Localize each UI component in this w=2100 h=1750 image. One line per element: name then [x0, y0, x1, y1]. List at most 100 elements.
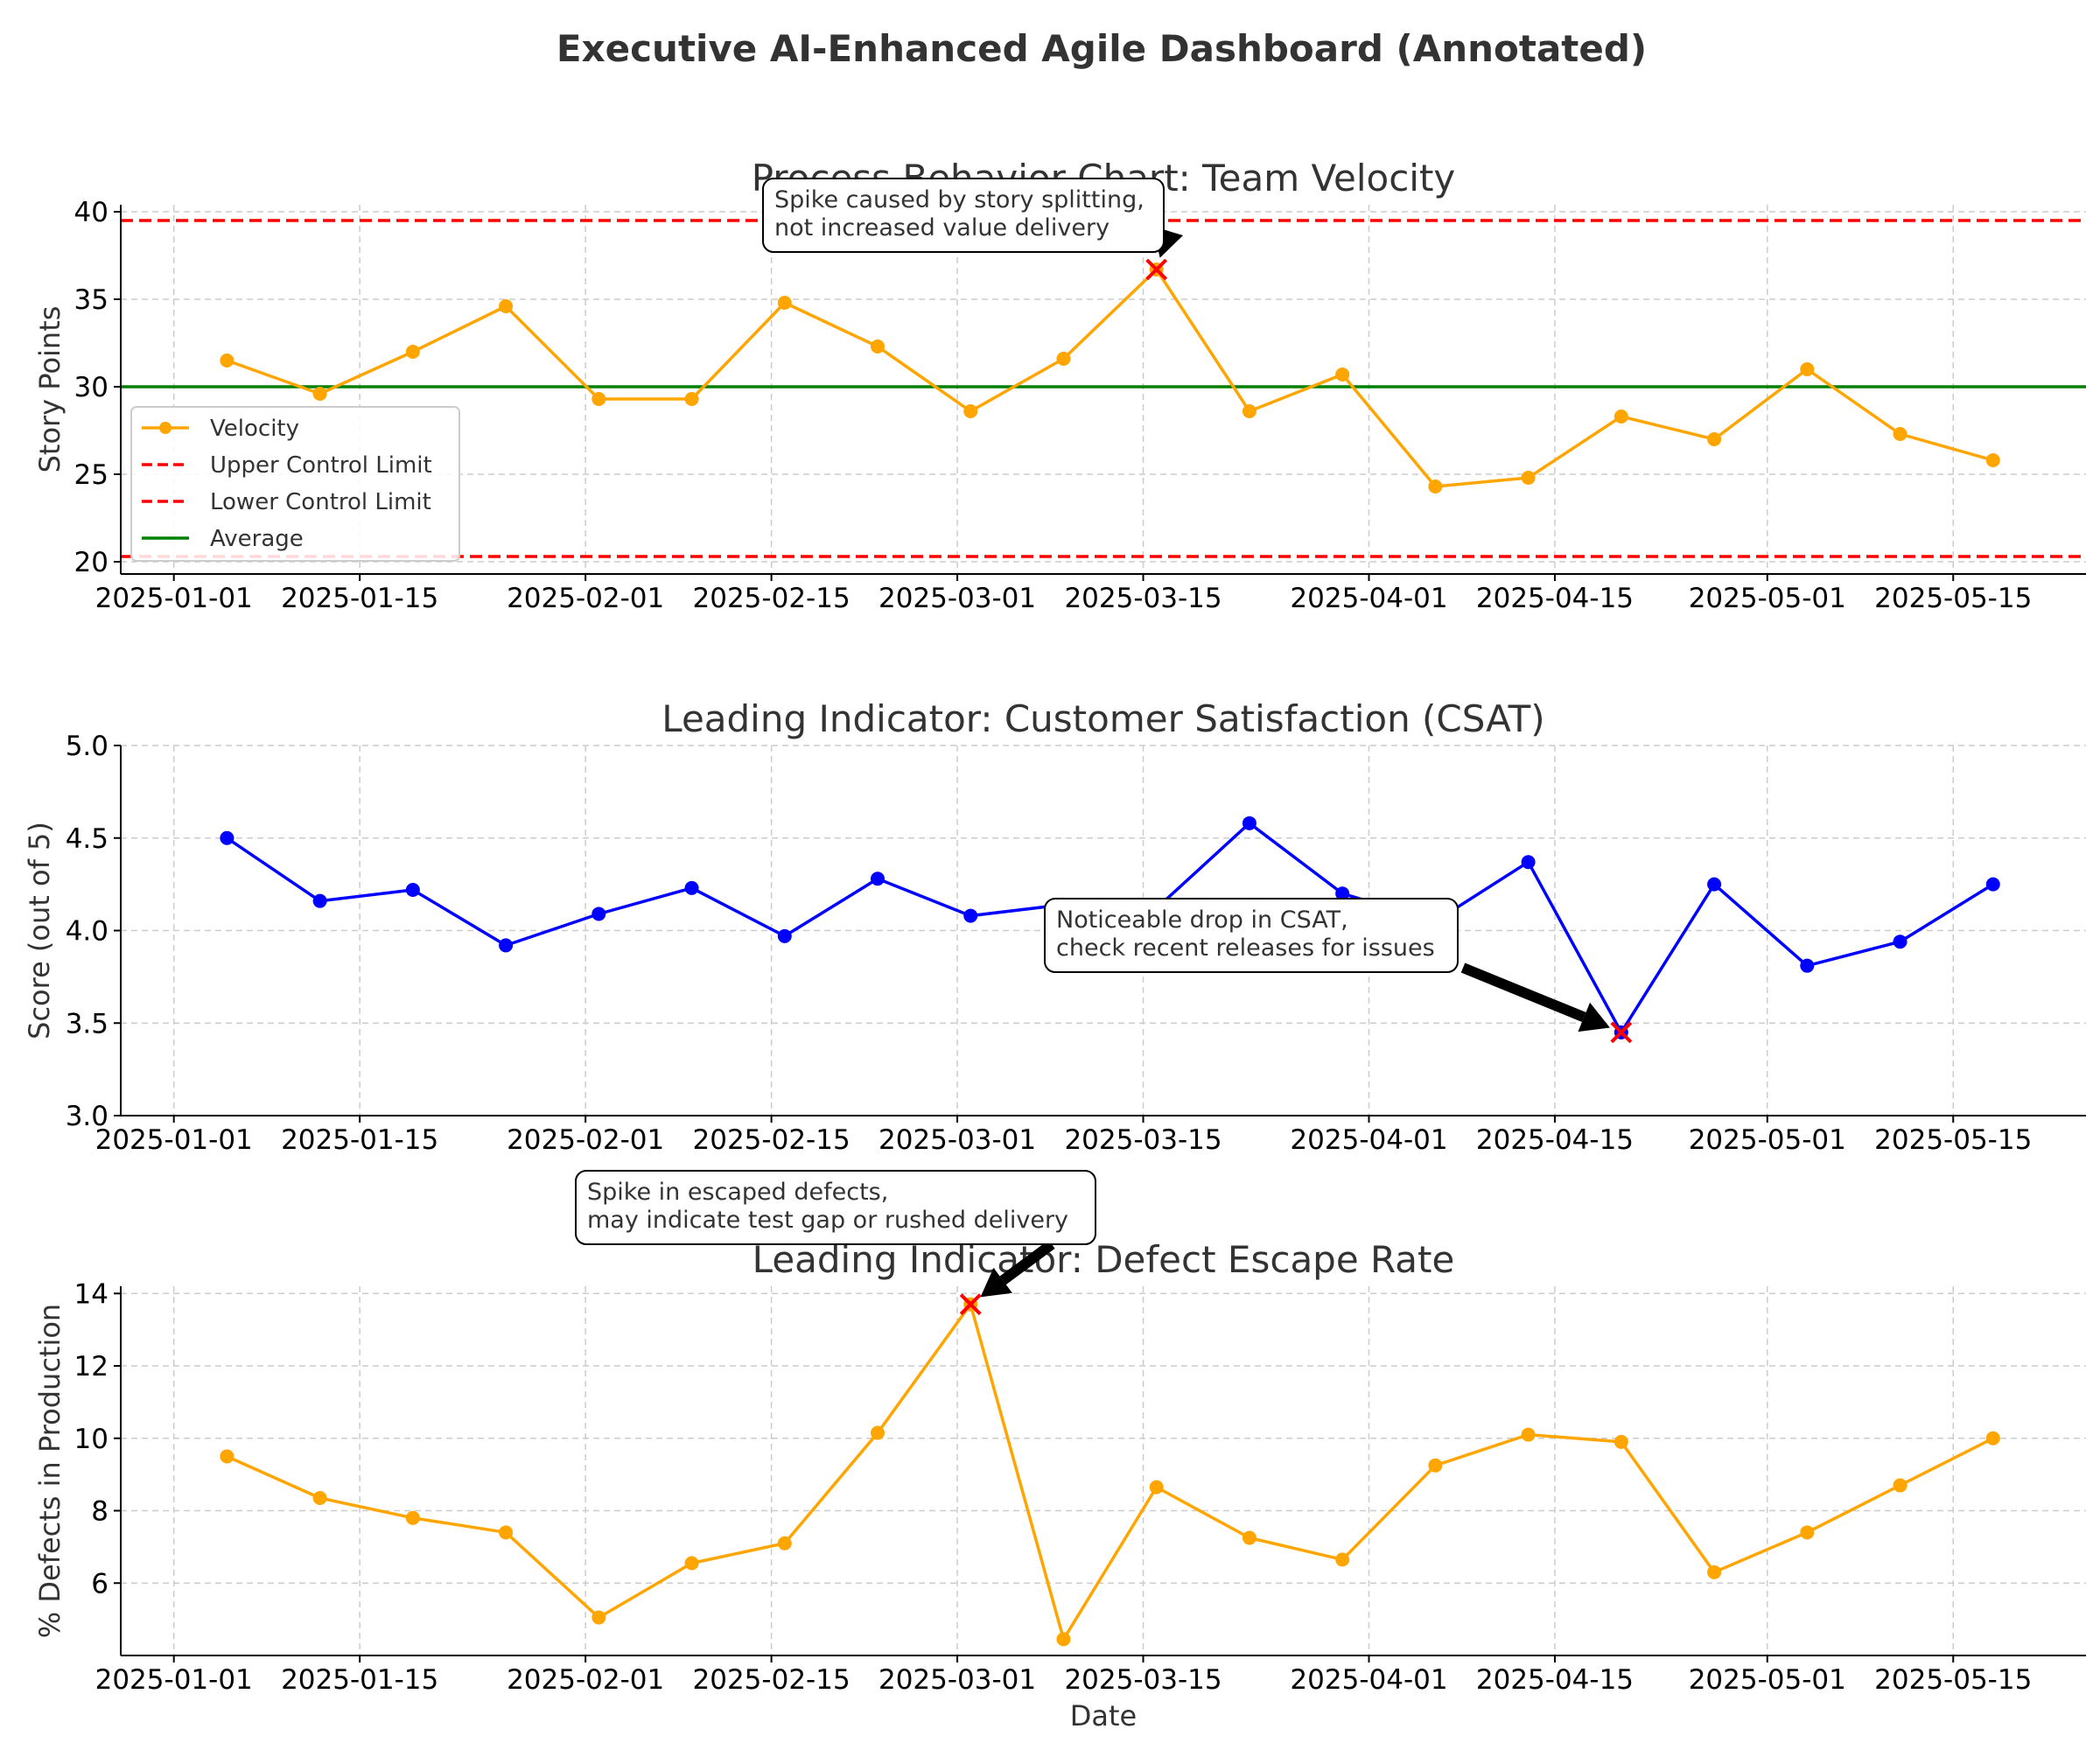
x-tick-label: 2025-03-15	[1064, 1664, 1222, 1696]
annotation: Noticeable drop in CSAT,check recent rel…	[1044, 898, 1633, 1044]
annotation: Spike in escaped defects,may indicate te…	[575, 1170, 1096, 1316]
data-point	[220, 354, 234, 368]
legend: Velocity Upper Control Limit Lower Control…	[130, 406, 460, 562]
chart-title: Leading Indicator: Defect Escape Rate	[752, 1238, 1455, 1281]
data-point	[499, 938, 514, 953]
data-point	[777, 1536, 792, 1550]
legend-marker	[159, 422, 172, 434]
x-tick-label: 2025-04-01	[1290, 1664, 1447, 1696]
data-point	[405, 1510, 420, 1525]
data-point	[684, 880, 699, 895]
x-axis-label: Date	[1070, 1699, 1137, 1732]
anomaly-marker	[959, 1293, 982, 1316]
data-point	[1242, 816, 1256, 830]
annotation: Spike caused by story splitting,not incr…	[762, 178, 1184, 281]
y-axis-label: Story Points	[33, 306, 66, 473]
annotation-text: Spike in escaped defects,	[587, 1179, 888, 1206]
data-point	[1800, 362, 1815, 376]
x-tick-label: 2025-02-15	[693, 1124, 850, 1156]
annotation-text: check recent releases for issues	[1056, 934, 1435, 962]
x-tick-label: 2025-05-15	[1874, 1664, 2032, 1696]
x-tick-label: 2025-02-15	[693, 583, 850, 614]
data-point	[1985, 1431, 2000, 1446]
data-point	[963, 404, 978, 418]
x-tick-label: 2025-05-01	[1689, 583, 1846, 614]
annotation-text: may indicate test gap or rushed delivery	[587, 1207, 1068, 1234]
y-tick-label: 30	[74, 372, 108, 403]
data-point	[1800, 958, 1815, 973]
x-tick-label: 2025-04-15	[1476, 583, 1634, 614]
x-tick-label: 2025-04-01	[1290, 583, 1447, 614]
chart-panel-2: 2025-01-01 2025-01-15 2025-02-01 2025-02-15…	[23, 697, 2086, 1156]
data-point	[1521, 855, 1536, 870]
x-tick-label: 2025-01-01	[95, 1664, 253, 1696]
x-tick-label: 2025-03-15	[1064, 1124, 1222, 1156]
x-tick-label: 2025-02-01	[507, 583, 664, 614]
data-point	[777, 296, 792, 310]
anomaly-marker	[1145, 258, 1168, 281]
data-point	[1707, 432, 1722, 446]
data-point	[1056, 1632, 1071, 1647]
y-tick-label: 40	[74, 197, 108, 228]
data-point	[1242, 404, 1256, 418]
annotation-arrowhead	[1578, 1002, 1610, 1032]
y-tick-label: 10	[74, 1424, 108, 1455]
data-point	[871, 872, 886, 886]
y-tick-label: 12	[74, 1351, 108, 1382]
data-point	[684, 1556, 699, 1571]
data-point	[312, 387, 327, 401]
data-point	[499, 299, 514, 313]
x-tick-label: 2025-05-15	[1874, 1124, 2032, 1156]
x-tick-label: 2025-04-01	[1290, 1124, 1447, 1156]
x-tick-label: 2025-04-15	[1476, 1124, 1634, 1156]
x-tick-label: 2025-03-01	[878, 1664, 1036, 1696]
legend-label: Upper Control Limit	[210, 452, 432, 479]
data-point	[1335, 368, 1350, 382]
x-tick-label: 2025-05-15	[1874, 583, 2032, 614]
x-tick-label: 2025-01-01	[95, 583, 253, 614]
data-point	[963, 908, 978, 923]
data-point	[1893, 1478, 1908, 1493]
y-tick-label: 14	[74, 1278, 108, 1310]
data-point	[1707, 1564, 1722, 1579]
x-tick-label: 2025-02-01	[507, 1124, 664, 1156]
data-point	[499, 1525, 514, 1540]
data-point	[220, 1449, 234, 1464]
data-point	[1800, 1525, 1815, 1540]
data-point	[592, 1610, 606, 1625]
x-tick-label: 2025-01-15	[281, 1124, 438, 1156]
data-point	[405, 882, 420, 897]
annotation-box	[575, 1170, 1096, 1245]
x-tick-label: 2025-05-01	[1689, 1664, 1846, 1696]
x-tick-label: 2025-04-15	[1476, 1664, 1634, 1696]
y-tick-label: 3.0	[66, 1101, 108, 1132]
x-tick-label: 2025-03-01	[878, 583, 1036, 614]
data-point	[405, 345, 420, 359]
data-point	[312, 893, 327, 908]
y-tick-label: 25	[74, 459, 108, 491]
x-tick-label: 2025-03-01	[878, 1124, 1036, 1156]
data-point	[1985, 453, 2000, 467]
y-axis-label: Score (out of 5)	[23, 822, 56, 1040]
legend-box	[130, 406, 460, 562]
x-tick-label: 2025-03-15	[1064, 583, 1222, 614]
annotation-box	[1044, 898, 1459, 973]
y-tick-label: 4.5	[66, 823, 108, 855]
legend-label: Average	[210, 526, 304, 552]
data-point	[684, 392, 699, 406]
annotation-text: Noticeable drop in CSAT,	[1056, 906, 1348, 934]
data-point	[1985, 877, 2000, 892]
annotation-text: not increased value delivery	[774, 214, 1110, 242]
data-point	[220, 830, 234, 845]
data-point	[1428, 1458, 1443, 1473]
y-tick-label: 35	[74, 284, 108, 316]
data-point	[871, 1425, 886, 1440]
x-tick-label: 2025-02-01	[507, 1664, 664, 1696]
data-point	[1056, 352, 1071, 366]
legend-label: Lower Control Limit	[210, 489, 431, 515]
series-line	[226, 268, 1994, 488]
annotation-arrow	[999, 1240, 1055, 1285]
data-point	[1149, 1480, 1164, 1494]
